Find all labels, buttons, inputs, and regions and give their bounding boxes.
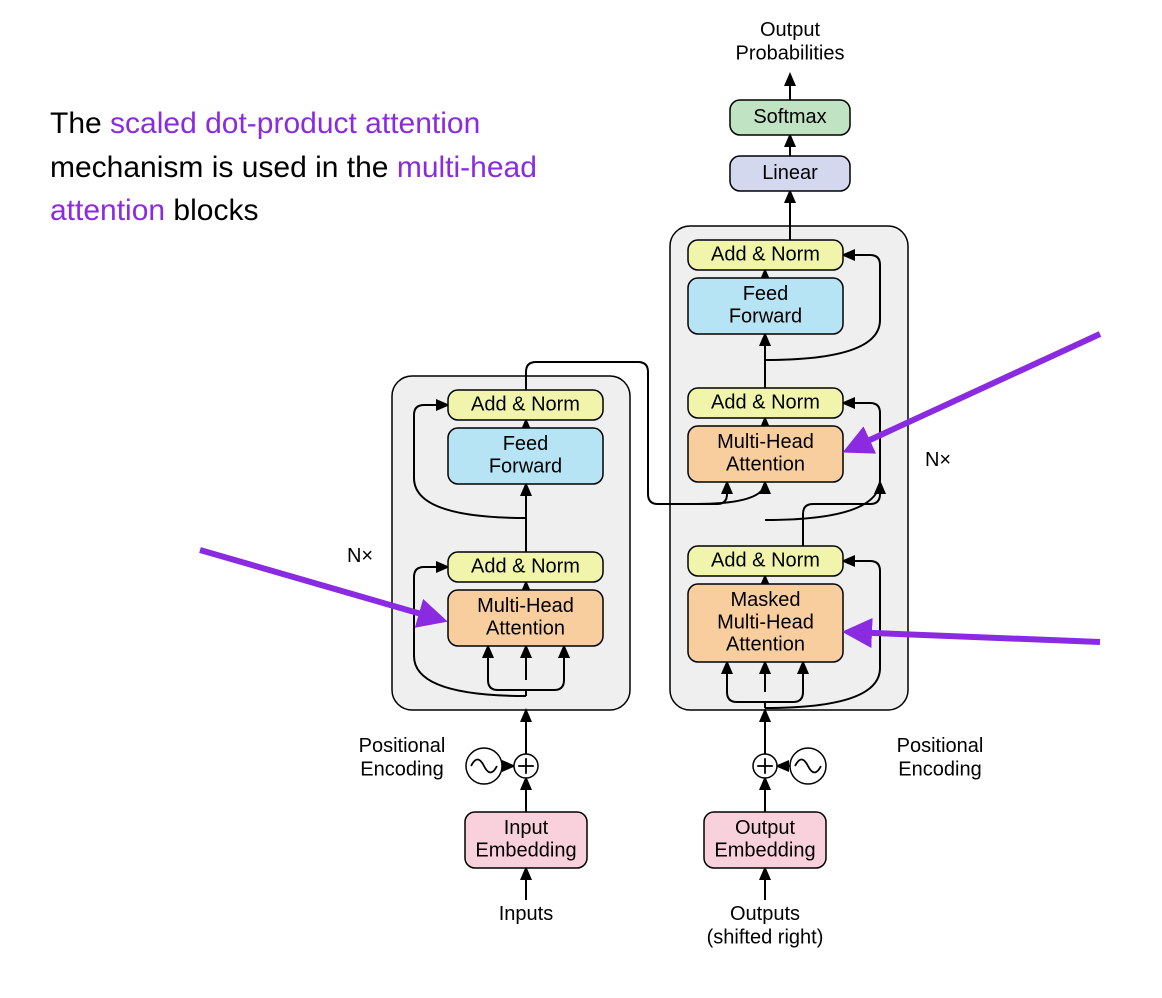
enc_ff-label: Feed [503,433,549,455]
dec_addnorm2-label: Add & Norm [711,391,820,413]
adders [466,748,826,784]
pe_left-label: PositionalEncoding [359,735,446,781]
dec_ff-block: FeedForward [688,278,843,334]
dec_crossattn-block: Multi-HeadAttention [688,426,843,482]
dec_ff-label: Forward [729,305,802,327]
dec_addnorm3-block: Add & Norm [688,240,843,270]
linear-label: Linear [762,162,818,184]
enc_addnorm2-block: Add & Norm [448,390,603,420]
enc_selfattn-label: Attention [486,617,565,639]
dec-adder [753,754,777,778]
enc_addnorm2-label: Add & Norm [471,393,580,415]
nx_right-label: N× [925,449,951,471]
dec_maskedattn-label: Masked [730,589,800,611]
outputs-label: Outputs(shifted right) [707,903,824,949]
inputs-label: Inputs [499,903,553,925]
linear-block: Linear [730,156,850,191]
dec_addnorm2-block: Add & Norm [688,388,843,418]
dec_addnorm1-label: Add & Norm [711,549,820,571]
input_embed-block: InputEmbedding [465,812,587,868]
svg-text:N×: N× [347,545,373,567]
annotation-arrows [200,334,1100,642]
svg-text:Encoding: Encoding [898,759,981,781]
dec_maskedattn-label: Multi-Head [717,611,814,633]
softmax-label: Softmax [753,106,826,128]
pe_right-label: PositionalEncoding [897,735,984,781]
svg-text:Positional: Positional [897,735,984,757]
output_embed-label: Output [735,817,795,839]
dec_ff-label: Feed [743,283,789,305]
dec-positional-encoding-icon [790,748,826,784]
svg-text:Encoding: Encoding [360,759,443,781]
svg-text:Inputs: Inputs [499,903,553,925]
dec_maskedattn-label: Attention [726,634,805,656]
input_embed-label: Input [504,817,549,839]
encoder-stack [392,376,630,710]
svg-text:Probabilities: Probabilities [736,43,845,65]
svg-text:N×: N× [925,449,951,471]
output_embed-block: OutputEmbedding [704,812,826,868]
enc_selfattn-label: Multi-Head [477,595,574,617]
dec_crossattn-label: Multi-Head [717,431,814,453]
svg-text:Output: Output [760,19,820,41]
output_embed-label: Embedding [714,839,815,861]
svg-text:Positional: Positional [359,735,446,757]
enc-adder [514,754,538,778]
dec_addnorm1-block: Add & Norm [688,546,843,576]
dec_addnorm3-label: Add & Norm [711,243,820,265]
svg-text:Outputs: Outputs [730,903,800,925]
output_prob-label: OutputProbabilities [736,19,845,65]
enc_selfattn-block: Multi-HeadAttention [448,590,603,646]
dec_maskedattn-block: MaskedMulti-HeadAttention [688,584,843,662]
transformer-diagram: SoftmaxLinearAdd & NormFeedForwardAdd & … [0,0,1162,998]
enc_ff-label: Forward [489,455,562,477]
enc_addnorm1-label: Add & Norm [471,555,580,577]
dec_crossattn-label: Attention [726,453,805,475]
enc_addnorm1-block: Add & Norm [448,552,603,582]
enc-positional-encoding-icon [466,748,502,784]
input_embed-label: Embedding [475,839,576,861]
svg-text:(shifted right): (shifted right) [707,927,824,949]
nx_left-label: N× [347,545,373,567]
softmax-block: Softmax [730,100,850,135]
enc_ff-block: FeedForward [448,428,603,484]
